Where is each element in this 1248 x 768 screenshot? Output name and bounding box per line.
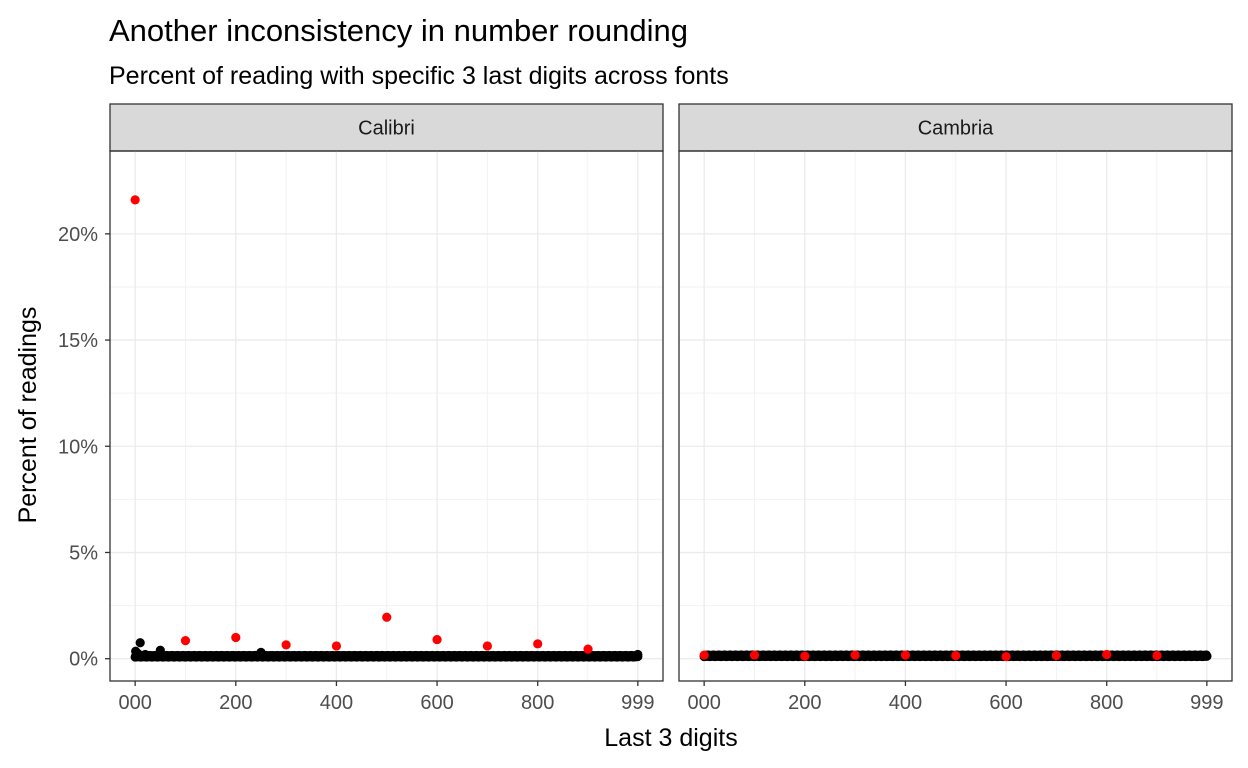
facet-strip-calibri [109,103,664,152]
highlight-point [583,644,593,654]
x-tick-label: 999 [621,692,654,714]
highlight-point [749,650,760,660]
x-tick-label: 400 [889,692,922,714]
base-point [256,647,266,657]
highlight-point [1051,650,1061,661]
base-point [633,649,643,660]
highlight-point [699,650,709,660]
highlight-point [1102,649,1112,660]
x-tick-label: 400 [320,692,353,714]
x-tick-label: 800 [521,692,554,714]
panel-border-calibri [109,150,664,682]
highlight-point [231,632,241,643]
x-tick-label: 200 [219,692,252,714]
highlight-point [281,640,291,650]
base-point [1202,651,1212,661]
highlight-point [800,651,810,661]
highlight-point [482,641,492,651]
y-tick-label: 10% [58,436,98,458]
highlight-point [331,641,342,651]
facet-label-cambria: Cambria [918,118,994,140]
base-point [155,645,165,655]
highlight-point [850,650,860,660]
chart-title: Another inconsistency in number rounding [109,13,689,48]
x-tick-label: 200 [788,692,821,714]
highlight-point [900,650,911,660]
base-point [140,649,150,660]
highlight-point [382,612,392,622]
x-tick-label: 000 [687,692,720,714]
y-tick-label: 20% [58,224,98,246]
x-tick-label: 600 [989,692,1022,714]
panel-border-cambria [678,150,1233,682]
x-tick-label: 999 [1190,692,1223,714]
highlight-point [533,639,543,649]
x-tick-label: 800 [1090,692,1123,714]
highlight-point [951,650,961,661]
x-tick-label: 600 [420,692,453,714]
facet-strip-cambria [678,103,1233,152]
base-point [135,638,145,648]
chart-subtitle: Percent of reading with specific 3 last … [109,62,729,90]
points-calibri [130,195,643,662]
highlight-point [180,636,191,646]
base-point [133,648,143,658]
x-tick-label: 000 [118,692,151,714]
facet-label-calibri: Calibri [358,118,415,140]
y-tick-label: 0% [69,649,98,671]
y-tick-label: 5% [69,542,98,564]
highlight-point [1001,651,1011,662]
points-cambria [699,649,1212,662]
highlight-point [130,195,140,205]
y-tick-label: 15% [58,330,98,352]
highlight-point [1152,650,1162,661]
highlight-point [432,634,442,645]
x-axis-label: Last 3 digits [604,724,738,752]
